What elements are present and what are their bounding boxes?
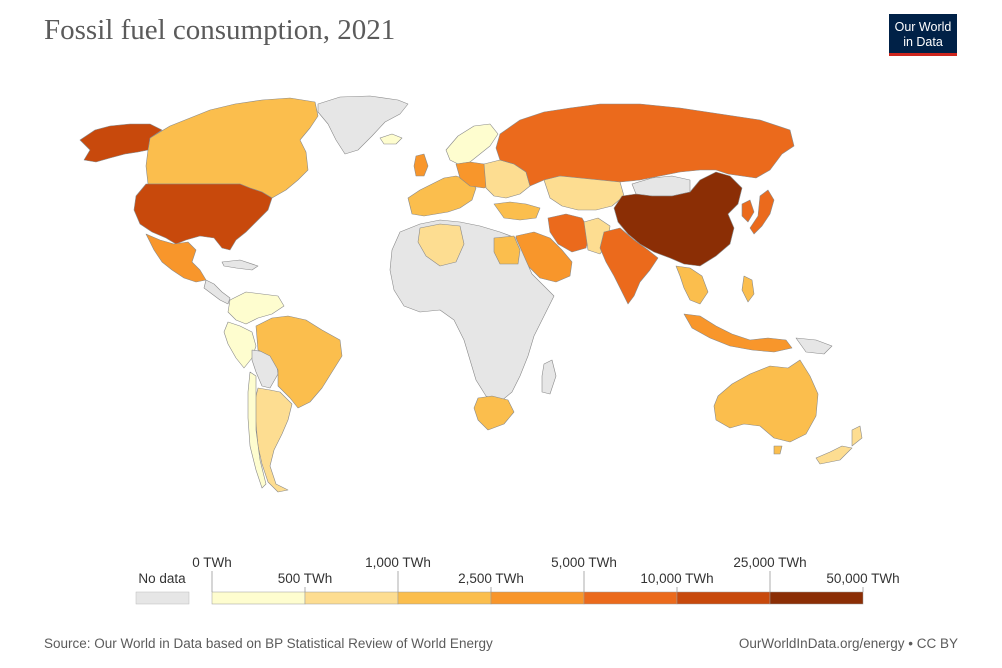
legend-no-data-swatch[interactable]	[135, 591, 190, 605]
world-map	[79, 95, 863, 493]
region-united-kingdom[interactable]	[413, 153, 429, 177]
region-australia[interactable]	[713, 359, 819, 443]
logo-line-2: in Data	[903, 35, 943, 49]
region-mexico[interactable]	[145, 233, 207, 283]
region-greenland[interactable]	[317, 95, 409, 155]
legend-tick-label: 2,500 TWh	[458, 571, 524, 586]
legend-swatch[interactable]	[397, 591, 492, 605]
map-legend: No data 0 TWh 500 TWh 1,000 TWh 2,500 TWh 5,0…	[135, 555, 900, 605]
region-canada[interactable]	[145, 97, 319, 199]
region-south-africa[interactable]	[473, 395, 515, 431]
region-india[interactable]	[599, 227, 659, 305]
region-tasmania[interactable]	[773, 445, 783, 455]
legend-swatch[interactable]	[676, 591, 771, 605]
region-peru[interactable]	[223, 321, 257, 369]
legend-tick-label: 0 TWh	[192, 555, 232, 570]
chart-title: Fossil fuel consumption, 2021	[44, 14, 396, 46]
region-africa[interactable]	[389, 219, 555, 403]
region-philippines[interactable]	[741, 275, 755, 303]
region-china[interactable]	[613, 171, 743, 267]
legend-tick-label: 10,000 TWh	[640, 571, 713, 586]
legend-tick-label: 5,000 TWh	[551, 555, 617, 570]
legend-swatch[interactable]	[583, 591, 678, 605]
legend-tick-label: 1,000 TWh	[365, 555, 431, 570]
region-kazakhstan[interactable]	[543, 175, 625, 211]
owid-logo[interactable]: Our World in Data	[889, 14, 957, 56]
source-note: Source: Our World in Data based on BP St…	[44, 636, 493, 651]
region-central-america[interactable]	[203, 279, 231, 305]
region-algeria[interactable]	[417, 223, 465, 267]
region-brazil[interactable]	[255, 315, 343, 409]
region-western-europe[interactable]	[407, 175, 477, 217]
legend-no-data-label: No data	[138, 571, 186, 586]
legend-tick-label: 50,000 TWh	[826, 571, 899, 586]
region-turkey[interactable]	[493, 201, 541, 221]
region-southeast-asia[interactable]	[675, 265, 709, 305]
region-iceland[interactable]	[379, 133, 403, 145]
logo-line-1: Our World	[894, 20, 952, 34]
region-scandinavia[interactable]	[445, 123, 499, 165]
region-papua-new-guinea[interactable]	[795, 337, 833, 355]
legend-swatch[interactable]	[769, 591, 864, 605]
region-korea[interactable]	[741, 199, 755, 223]
region-new-zealand-south[interactable]	[815, 445, 853, 465]
region-japan[interactable]	[749, 189, 775, 235]
region-madagascar[interactable]	[541, 359, 557, 395]
region-usa-alaska[interactable]	[79, 123, 163, 163]
legend-swatch[interactable]	[211, 591, 306, 605]
legend-tick-label: 25,000 TWh	[733, 555, 806, 570]
region-new-zealand[interactable]	[851, 425, 863, 447]
region-colombia-venezuela[interactable]	[227, 291, 285, 325]
legend-tick-label: 500 TWh	[278, 571, 333, 586]
region-caribbean[interactable]	[221, 259, 259, 271]
legend-swatch[interactable]	[490, 591, 585, 605]
attribution-link[interactable]: OurWorldInData.org/energy • CC BY	[738, 636, 958, 651]
region-russia[interactable]	[495, 103, 795, 187]
legend-swatch[interactable]	[304, 591, 399, 605]
region-chile[interactable]	[247, 371, 267, 489]
region-iran[interactable]	[547, 213, 591, 253]
region-usa[interactable]	[133, 183, 273, 251]
logo-accent-bar	[889, 53, 957, 56]
region-egypt[interactable]	[493, 235, 521, 265]
region-indonesia[interactable]	[683, 313, 793, 353]
